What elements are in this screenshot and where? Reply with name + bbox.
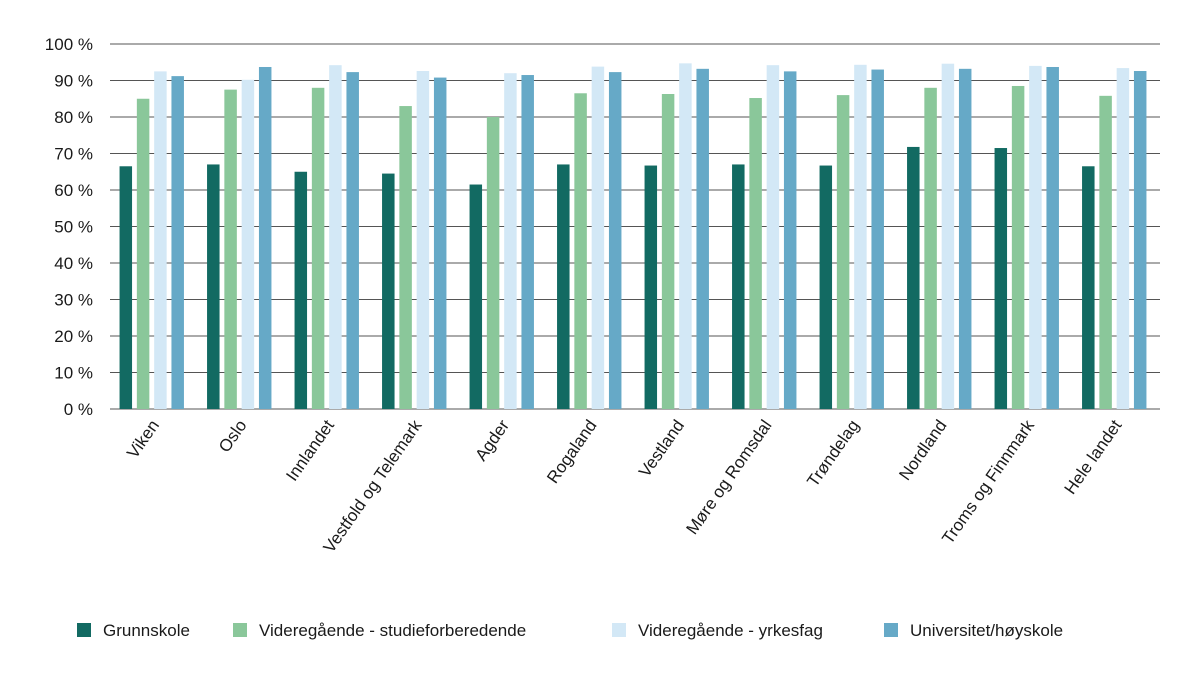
x-tick-label: Innlandet bbox=[282, 416, 338, 484]
y-tick-label: 30 % bbox=[54, 291, 93, 310]
bar-videregående-yrkesfag-4 bbox=[504, 73, 517, 409]
x-tick-label: Oslo bbox=[215, 416, 251, 456]
bar-videregående-yrkesfag-0 bbox=[154, 71, 167, 409]
y-tick-label: 70 % bbox=[54, 145, 93, 164]
bar-grunnskole-1 bbox=[207, 164, 220, 409]
y-tick-label: 50 % bbox=[54, 218, 93, 237]
y-tick-label: 80 % bbox=[54, 108, 93, 127]
bar-videregående-studieforberedende-9 bbox=[924, 87, 937, 410]
bar-videregående-studieforberedende-5 bbox=[574, 93, 587, 410]
y-tick-label: 20 % bbox=[54, 327, 93, 346]
bar-videregående-studieforberedende-4 bbox=[486, 117, 500, 409]
bar-grunnskole-0 bbox=[119, 166, 133, 409]
bar-videregående-studieforberedende-0 bbox=[136, 98, 150, 409]
legend-label: Universitet/høyskole bbox=[910, 621, 1063, 640]
bar-videregående-yrkesfag-2 bbox=[329, 65, 342, 410]
bar-videregående-studieforberedende-8 bbox=[836, 95, 850, 409]
bar-videregående-yrkesfag-11 bbox=[1116, 68, 1130, 409]
bar-grunnskole-4 bbox=[469, 184, 483, 409]
x-tick-label: Vestland bbox=[635, 416, 688, 480]
bar-videregående-studieforberedende-7 bbox=[749, 98, 762, 410]
legend-swatch bbox=[77, 623, 91, 637]
bar-grunnskole-2 bbox=[294, 171, 308, 409]
gridlines bbox=[110, 43, 1160, 410]
bar-videregående-studieforberedende-3 bbox=[399, 106, 412, 410]
legend-label: Videregående - yrkesfag bbox=[638, 621, 823, 640]
bar-universitet-høyskole-8 bbox=[871, 69, 884, 410]
y-axis-tick-labels: 0 % 10 % 20 % 30 % 40 % 50 % 60 % 70 % 80 % 90 % 1… bbox=[45, 35, 93, 419]
legend: Grunnskole Videregående - studieforberede… bbox=[77, 621, 1063, 640]
x-tick-label: Nordland bbox=[895, 416, 950, 483]
bar-videregående-yrkesfag-1 bbox=[241, 79, 255, 410]
bar-videregående-yrkesfag-6 bbox=[679, 63, 692, 409]
bar-universitet-høyskole-1 bbox=[258, 66, 272, 410]
bar-grunnskole-10 bbox=[994, 148, 1008, 409]
y-tick-label: 10 % bbox=[54, 364, 93, 383]
legend-swatch bbox=[233, 623, 247, 637]
bar-videregående-yrkesfag-5 bbox=[591, 66, 605, 409]
x-tick-label: Troms og Finnmark bbox=[938, 416, 1038, 548]
bar-universitet-høyskole-5 bbox=[608, 72, 622, 409]
bar-videregående-studieforberedende-2 bbox=[311, 87, 325, 410]
bar-grunnskole-5 bbox=[557, 164, 570, 409]
y-tick-label: 60 % bbox=[54, 181, 93, 200]
bar-universitet-høyskole-6 bbox=[696, 68, 709, 409]
x-tick-label: Vestfold og Telemark bbox=[320, 416, 426, 556]
x-tick-label: Rogaland bbox=[543, 416, 600, 487]
legend-swatch bbox=[884, 623, 898, 637]
bar-videregående-yrkesfag-3 bbox=[416, 71, 430, 409]
bar-videregående-yrkesfag-8 bbox=[854, 64, 867, 410]
y-tick-label: 100 % bbox=[45, 35, 93, 54]
bar-universitet-høyskole-0 bbox=[171, 76, 184, 410]
bar-universitet-høyskole-4 bbox=[521, 75, 534, 410]
bar-universitet-høyskole-3 bbox=[433, 77, 447, 409]
bar-videregående-studieforberedende-11 bbox=[1099, 95, 1112, 409]
y-tick-label: 40 % bbox=[54, 254, 93, 273]
y-tick-label: 0 % bbox=[64, 400, 93, 419]
bar-videregående-yrkesfag-7 bbox=[766, 65, 780, 410]
legend-label: Videregående - studieforberedende bbox=[259, 621, 526, 640]
x-tick-label: Viken bbox=[123, 416, 163, 461]
y-tick-label: 90 % bbox=[54, 72, 93, 91]
x-tick-label: Trøndelag bbox=[803, 416, 863, 490]
bar-grunnskole-6 bbox=[644, 165, 658, 409]
bar-videregående-studieforberedende-6 bbox=[661, 94, 675, 409]
bar-universitet-høyskole-9 bbox=[958, 68, 972, 409]
x-tick-label: Hele landet bbox=[1061, 416, 1126, 498]
bar-grunnskole-3 bbox=[382, 173, 395, 409]
bar-grunnskole-7 bbox=[732, 164, 745, 409]
bar-videregående-studieforberedende-1 bbox=[224, 89, 237, 409]
bar-videregående-studieforberedende-10 bbox=[1011, 85, 1025, 409]
bar-videregående-yrkesfag-9 bbox=[941, 63, 955, 410]
bar-universitet-høyskole-7 bbox=[783, 71, 797, 409]
bars bbox=[119, 63, 1147, 410]
bar-grunnskole-11 bbox=[1082, 166, 1095, 409]
x-tick-label: Agder bbox=[471, 416, 513, 464]
bar-grunnskole-9 bbox=[907, 146, 920, 409]
bar-universitet-høyskole-10 bbox=[1046, 66, 1059, 410]
bar-universitet-høyskole-11 bbox=[1133, 71, 1147, 409]
bar-videregående-yrkesfag-10 bbox=[1029, 65, 1042, 410]
legend-swatch bbox=[612, 623, 626, 637]
bar-grunnskole-8 bbox=[819, 165, 833, 409]
bar-universitet-høyskole-2 bbox=[346, 72, 359, 409]
x-tick-label: Møre og Romsdal bbox=[682, 416, 775, 538]
legend-label: Grunnskole bbox=[103, 621, 190, 640]
